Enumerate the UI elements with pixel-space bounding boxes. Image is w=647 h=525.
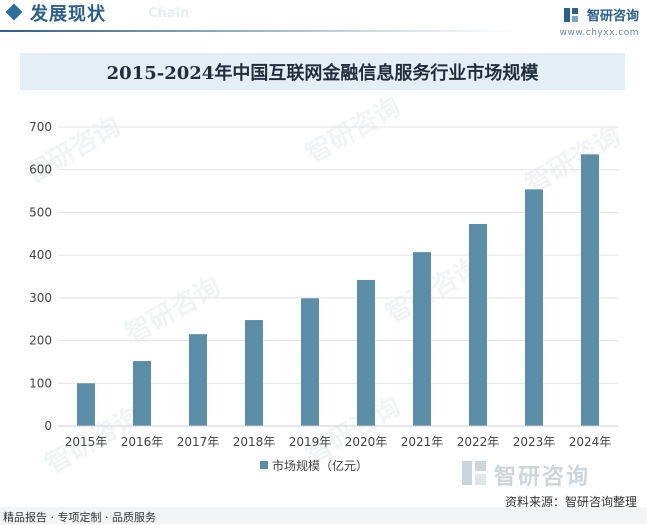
brand: 智研咨询 www.chyxx.com [560, 4, 639, 38]
chart-title: 2015-2024年中国互联网金融信息服务行业市场规模 [106, 62, 539, 84]
x-tick-label: 2015年 [65, 435, 108, 449]
y-tick-label: 200 [29, 334, 52, 348]
x-tick-label: 2019年 [289, 435, 332, 449]
y-tick-label: 600 [29, 163, 52, 177]
bar-2017年 [189, 334, 207, 426]
bar-2022年 [469, 223, 487, 426]
section-title: 发展现状 [30, 4, 106, 25]
brand-logo-icon [563, 7, 578, 22]
section-subtitle: Chain [148, 6, 190, 21]
bar-2016年 [133, 361, 151, 426]
x-tick-label: 2020年 [345, 435, 388, 449]
y-tick-label: 300 [29, 291, 52, 305]
y-tick-label: 0 [44, 419, 52, 433]
x-tick-label: 2023年 [513, 435, 556, 449]
y-tick-label: 400 [29, 248, 52, 262]
bar-2023年 [525, 189, 543, 426]
legend: 市场规模（亿元） [260, 458, 368, 473]
x-tick-label: 2021年 [401, 435, 444, 449]
x-tick-label: 2018年 [233, 435, 276, 449]
services-text: 精品报告 · 专项定制 · 品质服务 [3, 511, 156, 524]
legend-label: 市场规模（亿元） [272, 458, 368, 473]
bar-2019年 [301, 298, 319, 426]
bar-2018年 [245, 320, 263, 426]
footer-logo-text: 智研咨询 [494, 465, 591, 490]
bar-2020年 [357, 279, 375, 426]
y-tick-label: 700 [29, 120, 52, 134]
x-tick-label: 2024年 [569, 435, 612, 449]
x-tick-label: 2022年 [457, 435, 500, 449]
x-tick-label: 2017年 [177, 435, 220, 449]
brand-url: www.chyxx.com [559, 28, 639, 38]
footer-logo-icon [462, 461, 486, 485]
footer-bar: 精品报告 · 专项定制 · 品质服务 [0, 507, 647, 524]
bar-2015年 [77, 383, 95, 426]
y-tick-label: 500 [29, 205, 52, 219]
y-tick-label: 100 [29, 376, 52, 390]
brand-name: 智研咨询 [586, 9, 639, 24]
x-tick-label: 2016年 [121, 435, 164, 449]
section-header: 发展现状 Chain [0, 0, 647, 42]
source-note: 资料来源：智研咨询整理 [504, 495, 637, 509]
bar-2024年 [581, 154, 599, 426]
legend-swatch [260, 461, 268, 469]
x-axis-ticks: 2015年 2016年 2017年 2018年 2019年 2020年 2021年 2022年… [65, 435, 612, 449]
chart-title-bar: 2015-2024年中国互联网金融信息服务行业市场规模 [20, 53, 625, 90]
grid-lines [58, 126, 618, 384]
bars [77, 154, 599, 426]
y-axis-ticks: 0 100 200 300 400 500 600 700 [29, 120, 52, 433]
header-rule [0, 30, 520, 32]
bar-2021年 [413, 252, 431, 426]
